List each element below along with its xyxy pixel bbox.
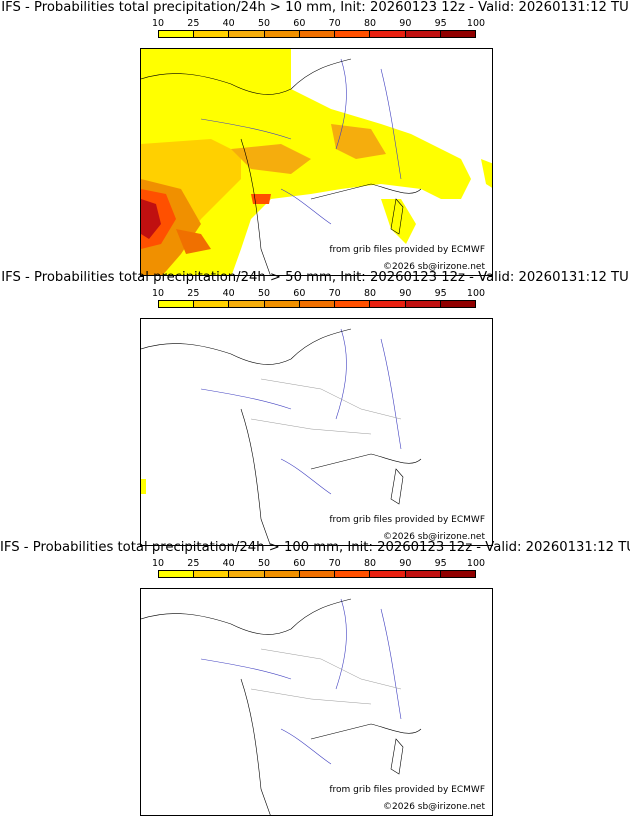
map-title: IFS - Probabilities total precipitation/… bbox=[1, 0, 629, 15]
colorbar-swatches bbox=[158, 300, 476, 308]
colorbar-swatch bbox=[405, 31, 441, 37]
colorbar-labels: 10 25 40 50 60 70 80 90 95 100 bbox=[152, 558, 485, 569]
colorbar-tick-label: 40 bbox=[222, 288, 235, 299]
colorbar-swatch bbox=[264, 31, 300, 37]
colorbar-tick-label: 25 bbox=[187, 558, 200, 569]
colorbar-swatch bbox=[159, 301, 195, 307]
source-credit: from grib files provided by ECMWF bbox=[328, 515, 486, 525]
colorbar: 10 25 40 50 60 70 80 90 95 100 bbox=[152, 558, 485, 578]
probability-map: from grib files provided by ECMWF ©2026 … bbox=[140, 588, 493, 816]
colorbar-tick-label: 100 bbox=[466, 288, 486, 299]
colorbar-swatch bbox=[440, 31, 475, 37]
colorbar-swatch bbox=[440, 301, 475, 307]
colorbar-tick-label: 95 bbox=[434, 558, 447, 569]
colorbar-swatch bbox=[335, 31, 371, 37]
colorbar-swatch bbox=[440, 571, 475, 577]
colorbar-swatch bbox=[370, 31, 406, 37]
colorbar-tick-label: 90 bbox=[399, 288, 412, 299]
colorbar-tick-label: 90 bbox=[399, 18, 412, 29]
colorbar-tick-label: 60 bbox=[293, 288, 306, 299]
colorbar-swatch bbox=[370, 301, 406, 307]
colorbar-tick-label: 10 bbox=[151, 18, 165, 29]
probability-map: from grib files provided by ECMWF ©2026 … bbox=[140, 318, 493, 546]
colorbar-swatch bbox=[370, 571, 406, 577]
map-title: IFS - Probabilities total precipitation/… bbox=[0, 540, 630, 555]
colorbar-swatch bbox=[264, 301, 300, 307]
colorbar-swatch bbox=[299, 571, 336, 577]
colorbar-tick-label: 60 bbox=[293, 558, 306, 569]
colorbar: 10 25 40 50 60 70 80 90 95 100 bbox=[152, 18, 485, 38]
colorbar: 10 25 40 50 60 70 80 90 95 100 bbox=[152, 288, 485, 308]
colorbar-tick-label: 100 bbox=[466, 18, 486, 29]
colorbar-swatches bbox=[158, 570, 476, 578]
colorbar-swatch bbox=[194, 31, 230, 37]
source-credit: from grib files provided by ECMWF bbox=[328, 245, 486, 255]
colorbar-swatch bbox=[405, 571, 441, 577]
colorbar-swatch bbox=[299, 31, 336, 37]
copyright: ©2026 sb@irizone.net bbox=[382, 532, 486, 542]
map-title: IFS - Probabilities total precipitation/… bbox=[1, 270, 629, 285]
colorbar-swatches bbox=[158, 30, 476, 38]
colorbar-swatch bbox=[405, 301, 441, 307]
colorbar-swatch bbox=[264, 571, 300, 577]
colorbar-tick-label: 50 bbox=[257, 558, 271, 569]
colorbar-swatch bbox=[335, 571, 371, 577]
colorbar-tick-label: 50 bbox=[257, 288, 271, 299]
source-credit: from grib files provided by ECMWF bbox=[328, 785, 486, 795]
colorbar-swatch bbox=[299, 301, 336, 307]
colorbar-tick-label: 10 bbox=[151, 288, 165, 299]
probability-map: from grib files provided by ECMWF ©2026 … bbox=[140, 48, 493, 276]
copyright: ©2026 sb@irizone.net bbox=[382, 802, 486, 812]
colorbar-tick-label: 70 bbox=[328, 18, 341, 29]
colorbar-swatch bbox=[229, 31, 265, 37]
colorbar-swatch bbox=[194, 301, 230, 307]
colorbar-tick-label: 60 bbox=[293, 18, 306, 29]
colorbar-tick-label: 70 bbox=[328, 558, 341, 569]
colorbar-tick-label: 95 bbox=[434, 288, 447, 299]
colorbar-tick-label: 80 bbox=[363, 288, 377, 299]
colorbar-tick-label: 25 bbox=[187, 288, 200, 299]
colorbar-tick-label: 80 bbox=[363, 558, 377, 569]
colorbar-swatch bbox=[159, 571, 195, 577]
colorbar-tick-label: 10 bbox=[151, 558, 165, 569]
colorbar-labels: 10 25 40 50 60 70 80 90 95 100 bbox=[152, 288, 485, 299]
colorbar-tick-label: 70 bbox=[328, 288, 341, 299]
colorbar-swatch bbox=[229, 301, 265, 307]
colorbar-labels: 10 25 40 50 60 70 80 90 95 100 bbox=[152, 18, 485, 29]
colorbar-swatch bbox=[194, 571, 230, 577]
colorbar-tick-label: 25 bbox=[187, 18, 200, 29]
colorbar-tick-label: 95 bbox=[434, 18, 447, 29]
colorbar-tick-label: 50 bbox=[257, 18, 271, 29]
colorbar-tick-label: 80 bbox=[363, 18, 377, 29]
colorbar-swatch bbox=[335, 301, 371, 307]
colorbar-tick-label: 40 bbox=[222, 558, 235, 569]
colorbar-tick-label: 40 bbox=[222, 18, 235, 29]
colorbar-swatch bbox=[229, 571, 265, 577]
colorbar-tick-label: 90 bbox=[399, 558, 412, 569]
copyright: ©2026 sb@irizone.net bbox=[382, 262, 486, 272]
colorbar-swatch bbox=[159, 31, 195, 37]
colorbar-tick-label: 100 bbox=[466, 558, 486, 569]
